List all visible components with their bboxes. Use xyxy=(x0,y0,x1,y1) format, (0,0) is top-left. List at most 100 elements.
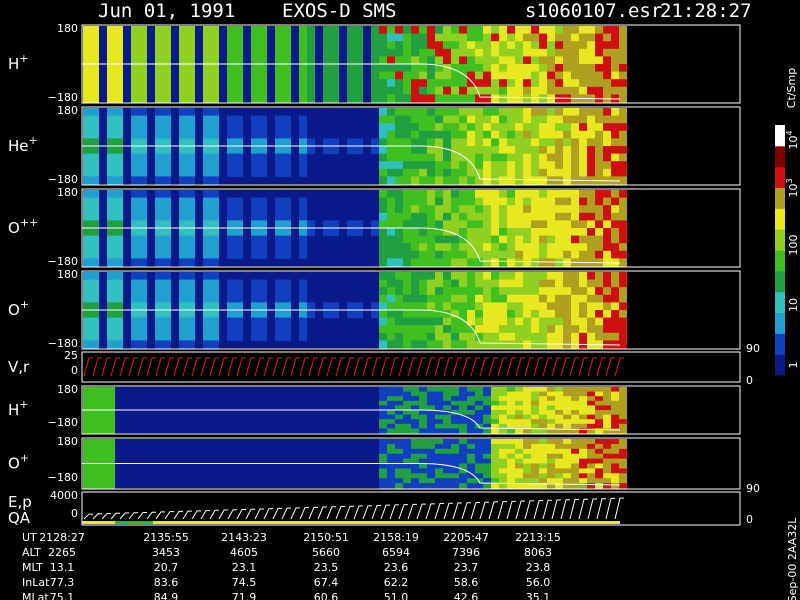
spectrogram-cell xyxy=(451,190,459,199)
spectrogram-cell xyxy=(499,287,507,296)
spectrogram-cell xyxy=(395,443,403,450)
y-tick-label: −180 xyxy=(48,173,78,186)
spectrogram-cell xyxy=(371,146,379,155)
spectrogram-cell xyxy=(563,396,571,402)
spectrogram-cell xyxy=(507,302,515,311)
spectrogram-cell xyxy=(187,94,195,103)
spectrogram-cell xyxy=(427,405,435,411)
spectrogram-cell xyxy=(403,138,411,147)
spectrogram-cell xyxy=(427,439,435,445)
spectrogram-cell xyxy=(523,153,531,162)
spectrogram-cell xyxy=(523,473,531,479)
spectrogram-cell xyxy=(531,86,539,95)
spectrogram-cell xyxy=(579,387,587,393)
spectrogram-cell xyxy=(571,115,579,124)
spectrogram-cell xyxy=(419,205,427,214)
spectrogram-cell xyxy=(619,483,627,489)
spectrogram-cell xyxy=(555,228,563,237)
spectrogram-cell xyxy=(579,332,587,341)
spectrogram-cell xyxy=(507,123,515,132)
spectrogram-cell xyxy=(515,294,523,303)
spectrogram-cell xyxy=(459,483,467,489)
spectrogram-cell xyxy=(395,302,403,311)
spectrogram-cell xyxy=(435,33,443,42)
spectrogram-cell xyxy=(555,79,563,88)
spectrogram-cell xyxy=(587,443,595,450)
spectrogram-cell xyxy=(563,463,571,469)
spectrogram-cell xyxy=(83,130,91,139)
spectrogram-cell xyxy=(507,176,515,185)
spectrogram-cell xyxy=(507,310,515,319)
spectrogram-cell xyxy=(211,212,219,221)
spectrogram-cell xyxy=(499,250,507,259)
spectrogram-cell xyxy=(555,161,563,170)
spectrogram-cell xyxy=(579,279,587,288)
spectrogram-cell xyxy=(115,190,123,199)
spectrogram-cell xyxy=(467,483,475,489)
spectrogram-cell xyxy=(523,410,531,416)
spectrogram-cell xyxy=(595,428,603,434)
spectrogram-cell xyxy=(419,138,427,147)
spectrogram-cell xyxy=(443,86,451,95)
spectrogram-cell xyxy=(259,302,267,311)
spectrogram-cell xyxy=(419,419,427,425)
spectrogram-cell xyxy=(451,235,459,244)
spectrogram-cell xyxy=(395,108,403,117)
spectrogram-cell xyxy=(227,153,235,162)
spectrogram-cell xyxy=(531,439,539,445)
spectrogram-cell xyxy=(411,423,419,429)
spectrogram-cell xyxy=(547,400,555,406)
spectrogram-cell xyxy=(155,220,163,229)
spectrogram-cell xyxy=(531,340,539,349)
spectrogram-cell xyxy=(571,64,579,73)
spectrogram-cell xyxy=(539,250,547,259)
spectrogram-cell xyxy=(259,138,267,147)
spectrogram-cell xyxy=(475,387,483,393)
spectrogram-cell xyxy=(139,212,147,221)
spectrogram-cell xyxy=(395,310,403,319)
spectrogram-cell xyxy=(283,161,291,170)
spectrogram-cell xyxy=(467,228,475,237)
spectrogram-cell xyxy=(347,64,355,73)
spectrogram-cell xyxy=(83,41,91,50)
spectrogram-cell xyxy=(611,468,619,474)
spectrogram-cell xyxy=(115,153,123,162)
spectrogram-cell xyxy=(179,197,187,206)
time: 21:28:27 xyxy=(660,0,752,22)
spectrogram-cell xyxy=(435,332,443,341)
spectrogram-cell xyxy=(403,235,411,244)
spectrogram-cell xyxy=(91,190,99,199)
spectrogram-cell xyxy=(619,48,627,57)
spectrogram-cell xyxy=(547,317,555,326)
spectrogram-cell xyxy=(299,94,307,103)
spectrogram-cell xyxy=(139,123,147,132)
spectrogram-cell xyxy=(451,448,459,455)
footer-value: 67.4 xyxy=(314,576,339,589)
spectrogram-cell xyxy=(387,258,395,267)
spectrogram-cell xyxy=(499,473,507,479)
spectrogram-cell xyxy=(459,33,467,42)
spectrogram-cell xyxy=(179,205,187,214)
spectrogram-cell xyxy=(411,287,419,296)
spectrogram-cell xyxy=(435,243,443,252)
spectrogram-cell xyxy=(299,56,307,65)
spectrogram-cell xyxy=(163,130,171,139)
spectrogram-cell xyxy=(227,146,235,155)
spectrogram-cell xyxy=(443,387,451,393)
spectrogram-cell xyxy=(235,279,243,288)
spectrogram-cell xyxy=(275,205,283,214)
spectrogram-cell xyxy=(187,272,195,281)
spectrogram-cell xyxy=(459,130,467,139)
spectrogram-cell xyxy=(547,64,555,73)
spectrogram-cell xyxy=(451,115,459,124)
spectrogram-cell xyxy=(403,332,411,341)
panel-label-text: H xyxy=(8,55,19,73)
spectrogram-cell xyxy=(579,71,587,80)
spectrogram-cell xyxy=(91,478,99,484)
spectrogram-cell xyxy=(83,228,91,237)
spectrogram-cell xyxy=(275,79,283,88)
spectrogram-cell xyxy=(547,153,555,162)
spectrogram-cell xyxy=(371,220,379,229)
spectrogram-cell xyxy=(91,71,99,80)
spectrogram-cell xyxy=(179,138,187,147)
